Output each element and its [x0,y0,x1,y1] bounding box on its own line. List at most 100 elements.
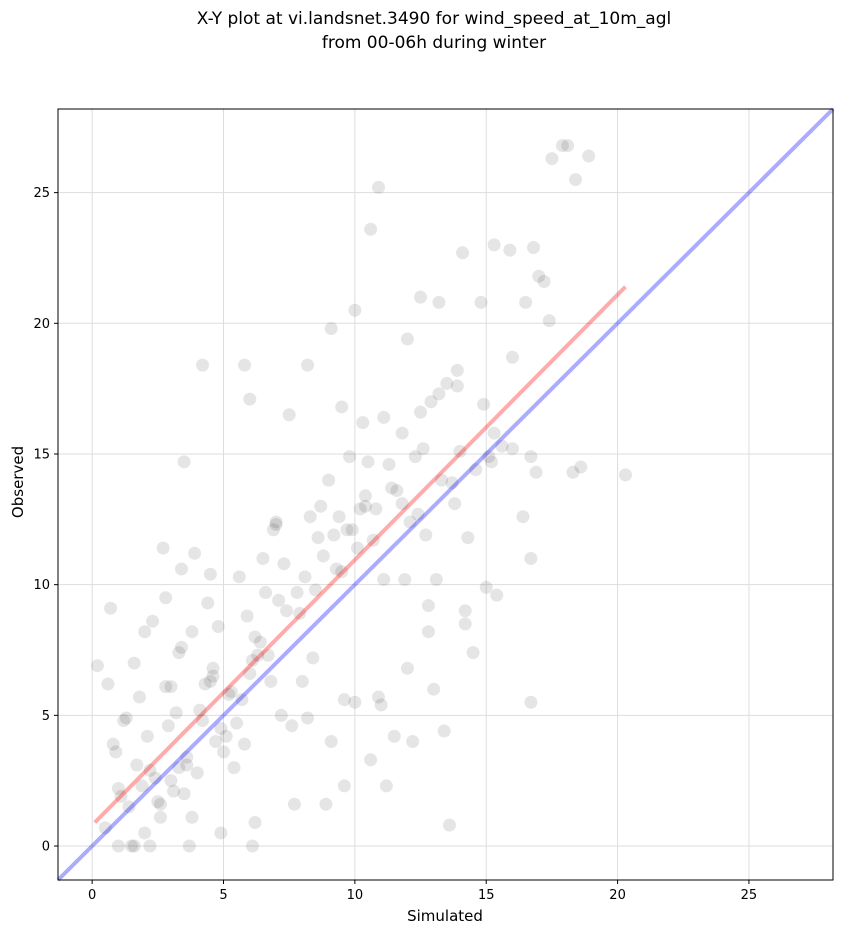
data-point [151,795,165,809]
data-point [461,531,475,545]
data-point [140,729,154,743]
data-point [358,489,372,503]
data-point [340,523,354,537]
chart-subtitle: from 00-06h during winter [322,33,546,53]
plot-frame [57,108,834,881]
data-point [453,444,467,458]
data-point [190,766,204,780]
data-point [442,818,456,832]
data-point [298,570,312,584]
data-point [582,149,596,163]
data-point [214,721,228,735]
data-point [358,499,372,513]
data-point [353,502,367,516]
data-points [90,139,632,853]
data-point [172,761,186,775]
data-point [364,222,378,236]
y-axis-ticks: 0 5 10 15 20 25 [33,186,58,855]
data-point [269,515,283,529]
data-point [337,779,351,793]
data-point [343,450,357,464]
data-point [372,180,386,194]
data-point [456,246,470,260]
data-point [253,635,267,649]
data-point [429,572,443,586]
data-point [414,290,428,304]
data-point [400,332,414,346]
data-point [322,473,336,487]
data-point [180,758,194,772]
data-point [524,552,538,566]
data-point [406,734,420,748]
data-point [440,376,454,390]
data-point [490,588,504,602]
data-point [519,295,533,309]
data-point [403,515,417,529]
data-point [356,416,370,430]
data-point [569,173,583,187]
data-point [414,405,428,419]
data-point [224,685,238,699]
data-point [227,761,241,775]
data-point [174,640,188,654]
data-point [532,269,546,283]
data-point [348,695,362,709]
data-point [287,797,301,811]
data-point [542,314,556,328]
data-point [172,646,186,660]
data-point [214,826,228,840]
data-point [505,442,519,456]
data-point [232,570,246,584]
data-point [448,497,462,511]
data-point [185,625,199,639]
data-point [245,653,259,667]
data-point [566,465,580,479]
data-point [345,523,359,537]
y-tick-label: 0 [42,840,50,855]
data-point [308,583,322,597]
data-point [364,753,378,767]
data-point [505,350,519,364]
data-point [143,839,157,853]
data-point [329,562,343,576]
data-point [195,714,209,728]
data-point [395,497,409,511]
data-point [222,687,236,701]
data-point [238,358,252,372]
x-tick-label: 15 [478,888,495,903]
data-point [301,358,315,372]
data-point [119,711,133,725]
data-point [466,646,480,660]
data-point [235,693,249,707]
data-point [527,241,541,255]
data-point [169,706,183,720]
data-point [555,139,569,153]
data-point [266,523,280,537]
data-point [479,580,493,594]
data-point [280,604,294,618]
data-point [316,549,330,563]
data-point [293,606,307,620]
data-point [159,591,173,605]
y-tick-label: 25 [33,186,50,201]
data-point [408,450,422,464]
y-axis-label: Observed [9,446,27,518]
data-point [450,363,464,377]
data-point [245,839,259,853]
data-point [487,426,501,440]
data-point [127,656,141,670]
data-point [153,797,167,811]
data-point [217,745,231,759]
data-point [180,750,194,764]
data-point [372,690,386,704]
data-point [374,698,388,712]
data-point [264,674,278,688]
data-point [127,839,141,853]
data-point [445,476,459,490]
y-tick-label: 20 [33,317,50,332]
data-point [395,426,409,440]
data-point [503,243,517,257]
data-point [101,677,115,691]
data-point [195,358,209,372]
